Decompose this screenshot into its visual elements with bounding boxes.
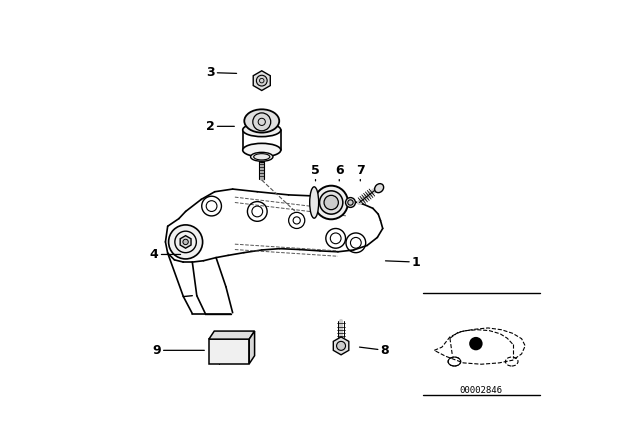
Ellipse shape (243, 143, 281, 157)
Text: 00002846: 00002846 (459, 386, 502, 395)
Ellipse shape (314, 185, 348, 219)
Circle shape (324, 195, 339, 210)
Polygon shape (180, 236, 191, 248)
Text: 1: 1 (385, 255, 420, 269)
Circle shape (337, 341, 346, 350)
Polygon shape (209, 331, 255, 339)
Polygon shape (253, 71, 270, 90)
Ellipse shape (251, 152, 273, 161)
Text: 2: 2 (206, 120, 234, 133)
Text: 3: 3 (206, 66, 237, 79)
Circle shape (168, 225, 203, 259)
Text: 4: 4 (150, 248, 180, 261)
Ellipse shape (319, 191, 343, 214)
Polygon shape (249, 331, 255, 364)
Text: 8: 8 (360, 344, 389, 357)
Circle shape (469, 337, 483, 350)
Ellipse shape (244, 109, 279, 133)
Ellipse shape (374, 184, 383, 193)
Circle shape (253, 113, 271, 131)
Ellipse shape (243, 123, 281, 137)
Text: 9: 9 (152, 344, 204, 357)
FancyBboxPatch shape (209, 339, 249, 364)
Circle shape (257, 75, 267, 86)
Text: 6: 6 (335, 164, 344, 181)
Text: 5: 5 (311, 164, 320, 181)
Ellipse shape (310, 187, 319, 218)
Circle shape (183, 239, 188, 245)
Polygon shape (333, 337, 349, 355)
Text: 7: 7 (356, 164, 365, 181)
Circle shape (348, 200, 353, 205)
Ellipse shape (346, 198, 355, 207)
